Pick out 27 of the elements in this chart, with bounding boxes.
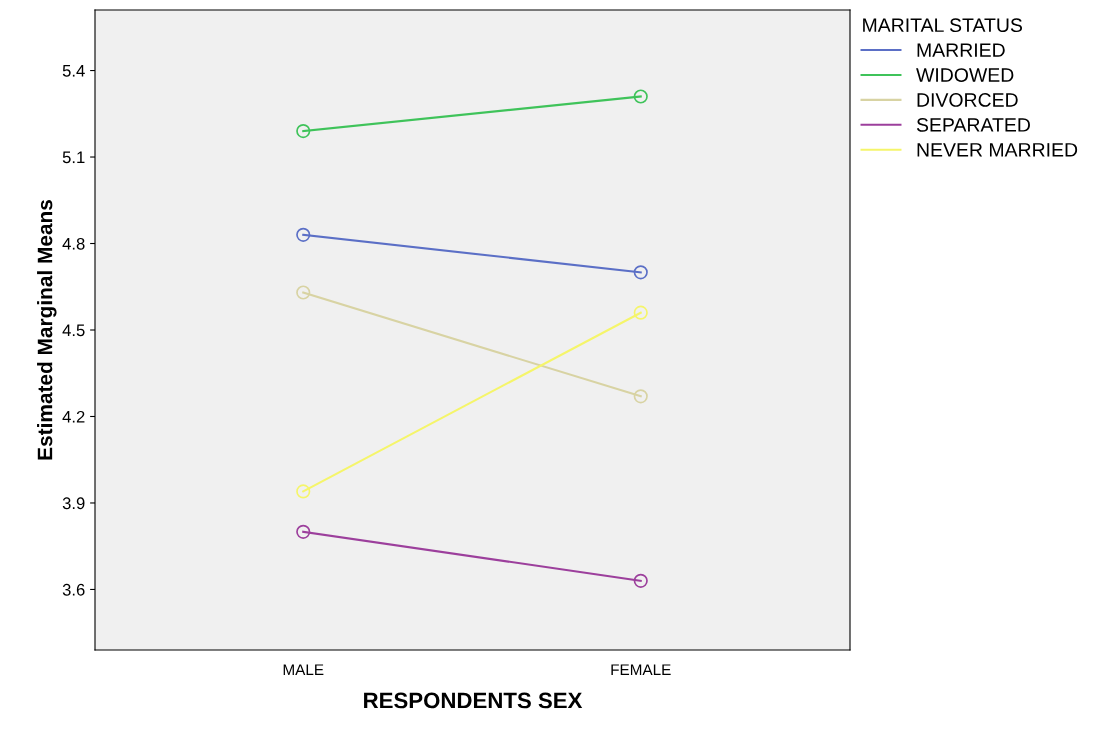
- legend-label: NEVER MARRIED: [917, 143, 1078, 157]
- point: [633, 389, 648, 404]
- legend-label: DIVORCED: [917, 93, 1018, 107]
- point: [296, 227, 311, 242]
- point: [633, 89, 648, 104]
- y-tick-label: 4.8: [62, 237, 85, 250]
- point: [633, 573, 648, 588]
- point: [296, 524, 311, 539]
- point: [296, 123, 311, 139]
- point: [296, 285, 311, 300]
- y-tick-label: 5.4: [62, 65, 85, 77]
- legend-label: SEPARATED: [916, 118, 1030, 132]
- point: [633, 305, 648, 320]
- x-tick-label: FEMALE: [611, 664, 671, 675]
- x-axis-title: RESPONDENTS SEX: [364, 692, 583, 709]
- y-tick-label: 3.9: [62, 497, 85, 510]
- y-tick-label: 3.6: [62, 583, 85, 596]
- y-tick-label: 5.1: [62, 151, 85, 164]
- legend-label: MARRIED: [917, 43, 1005, 57]
- point: [633, 265, 648, 280]
- legend-title: MARITAL STATUS: [863, 18, 1023, 33]
- legend-label: WIDOWED: [916, 68, 1014, 82]
- x-tick-label: MALE: [283, 664, 324, 675]
- y-tick-label: 4.5: [62, 324, 85, 337]
- y-axis-title: Estimated Marginal Means: [37, 200, 57, 460]
- point: [296, 484, 311, 499]
- y-tick-label: 4.2: [62, 410, 85, 423]
